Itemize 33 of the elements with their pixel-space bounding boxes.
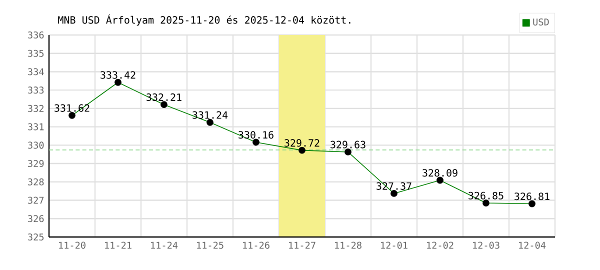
y-tick-label: 333	[28, 86, 44, 94]
data-label: 329.72	[284, 139, 320, 147]
chart-title: MNB USD Árfolyam 2025-11-20 és 2025-12-04 között.	[58, 14, 350, 26]
x-tick-label: 11-27	[289, 242, 316, 249]
legend-label: USD	[533, 18, 549, 26]
y-tick-label: 329	[28, 160, 44, 168]
y-tick-label: 326	[28, 215, 44, 222]
x-tick-label: 11-26	[243, 242, 270, 249]
x-tick-label: 11-25	[197, 242, 224, 249]
data-label: 332.21	[146, 93, 182, 101]
y-tick-label: 336	[28, 31, 44, 39]
x-tick-label: 12-01	[381, 242, 408, 249]
y-tick-label: 332	[28, 104, 44, 112]
x-tick-label: 11-21	[105, 242, 132, 249]
x-tick-label: 12-04	[519, 242, 546, 249]
y-tick-label: 331	[28, 123, 44, 130]
y-tick-label: 328	[28, 178, 44, 186]
data-label: 328.09	[422, 169, 458, 177]
data-label: 333.42	[100, 71, 136, 79]
data-label: 329.63	[330, 140, 366, 148]
x-tick-label: 11-20	[59, 242, 86, 249]
y-tick-label: 330	[28, 142, 44, 149]
y-tick-label: 334	[28, 68, 44, 76]
y-tick-label: 327	[28, 196, 44, 204]
x-tick-label: 12-02	[427, 242, 454, 249]
data-label: 326.81	[514, 192, 550, 200]
data-label: 331.24	[192, 111, 228, 119]
x-tick-label: 11-24	[151, 242, 178, 249]
y-tick-label: 325	[28, 233, 44, 241]
y-tick-label: 335	[28, 50, 44, 57]
x-tick-label: 11-28	[335, 242, 362, 249]
data-label: 330.16	[238, 131, 274, 139]
x-tick-label: 12-03	[473, 242, 500, 249]
